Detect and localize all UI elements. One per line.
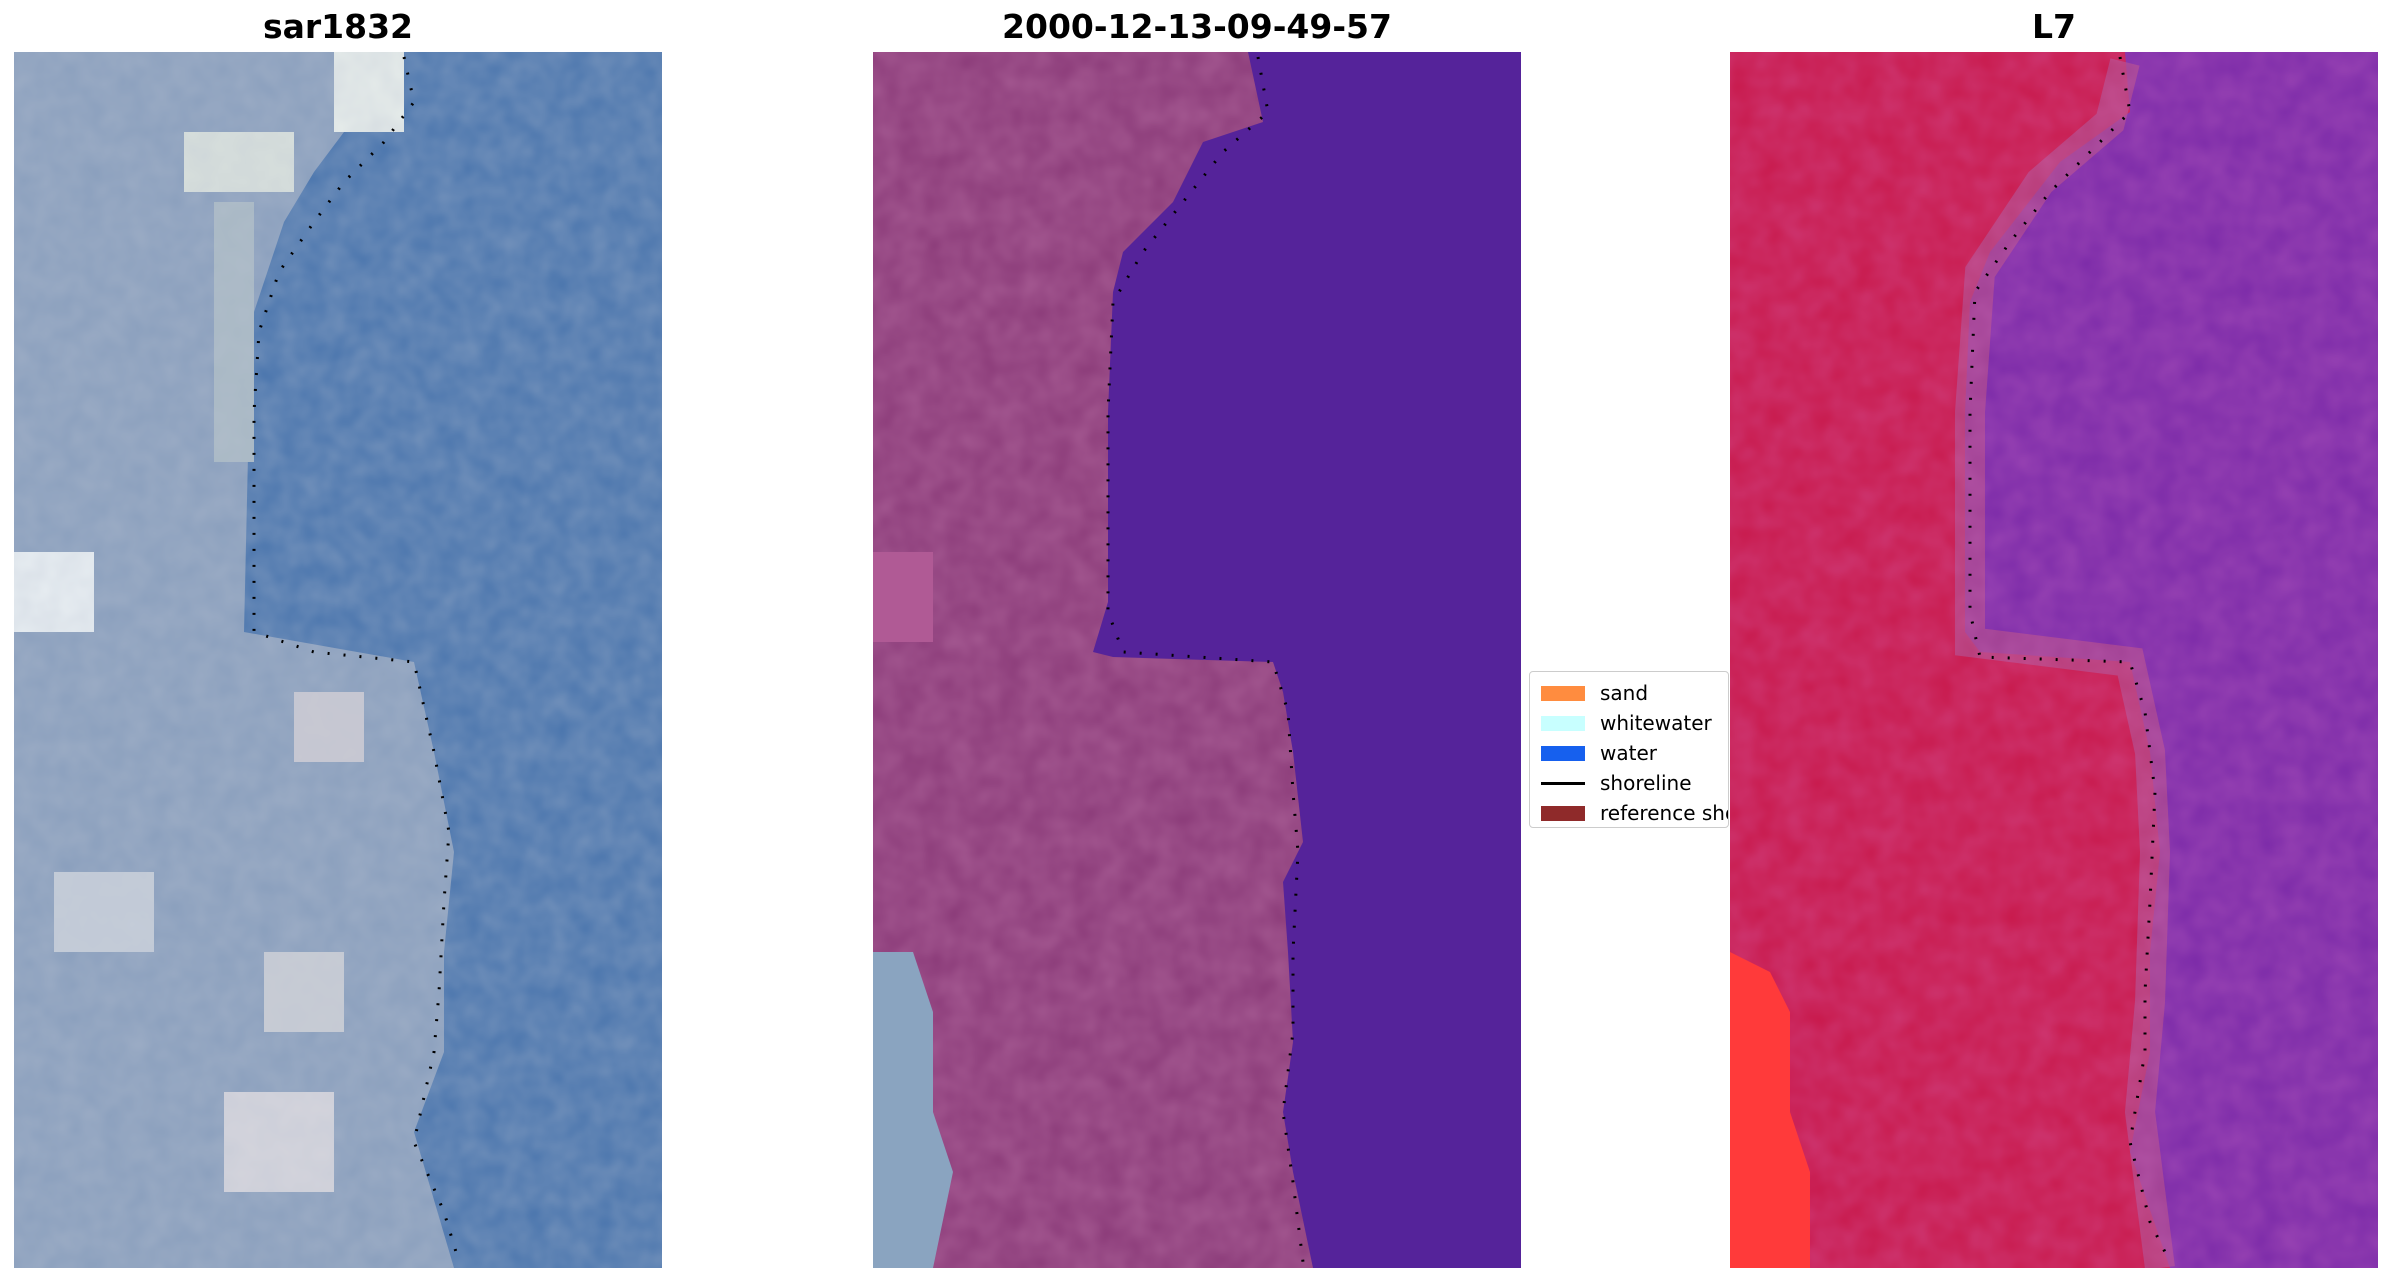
rgb-image-canvas (14, 52, 662, 1268)
legend-label-shoreline: shoreline (1600, 771, 1692, 795)
legend-item-water: water (1536, 738, 1728, 768)
panel-title-nir: L7 (2032, 7, 2076, 46)
legend-item-reference-shoreline: reference shoreline (1536, 798, 1728, 827)
legend-label-sand: sand (1600, 681, 1649, 705)
classified-image (873, 52, 1521, 1268)
panel-title-classified: 2000-12-13-09-49-57 (1002, 7, 1392, 46)
legend-swatch-whitewater (1541, 715, 1585, 731)
legend-item-shoreline: shoreline (1536, 768, 1728, 798)
nir-l7-image (1730, 52, 2378, 1268)
legend-line-shoreline (1541, 781, 1585, 785)
legend-swatch-water (1541, 745, 1585, 761)
classified-image-canvas (873, 52, 1521, 1268)
legend-item-sand: sand (1536, 678, 1728, 708)
legend-swatch-reference-shoreline (1541, 805, 1585, 821)
legend-label-reference-shoreline: reference shoreline (1600, 801, 1728, 825)
panel-title-rgb: sar1832 (262, 7, 414, 46)
nir-image-canvas (1730, 52, 2378, 1268)
rgb-satellite-image (14, 52, 662, 1268)
legend-swatch-sand (1541, 685, 1585, 701)
legend: sand whitewater water shoreline referenc… (1529, 671, 1729, 828)
legend-label-water: water (1600, 741, 1657, 765)
legend-label-whitewater: whitewater (1600, 711, 1712, 735)
legend-item-whitewater: whitewater (1536, 708, 1728, 738)
